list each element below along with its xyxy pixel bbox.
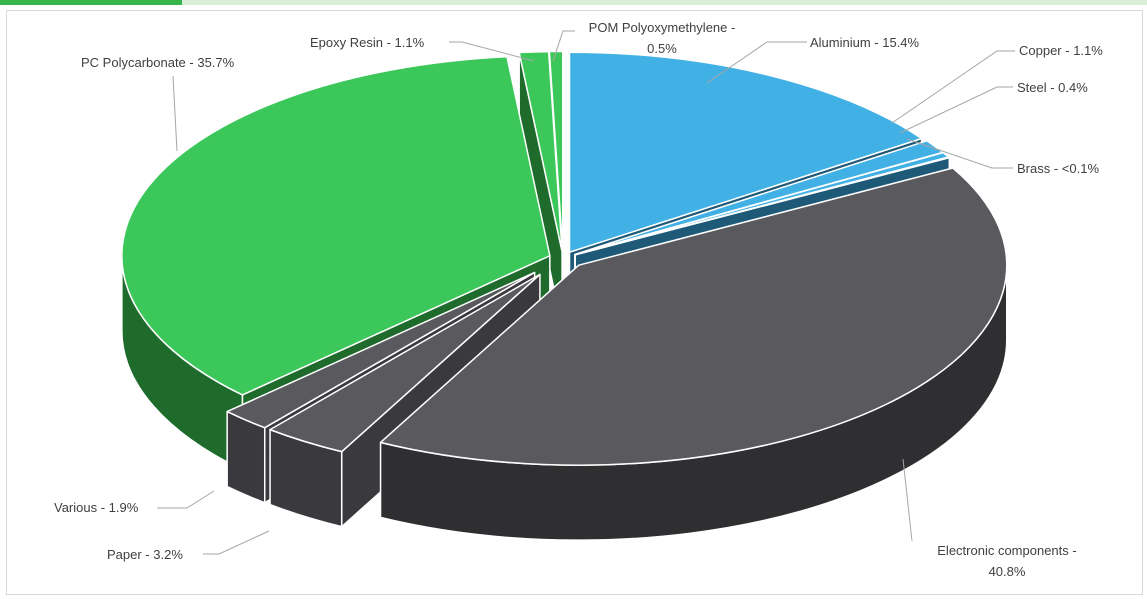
leader-line-copper: [891, 50, 1015, 124]
slice-brass: [574, 156, 951, 256]
label-aluminium: Aluminium - 15.4%: [810, 35, 920, 50]
label-copper: Copper - 1.1%: [1019, 43, 1103, 58]
leader-line-brass: [906, 138, 1013, 169]
slice-pc-polycarbonate: [121, 56, 551, 396]
leader-line-aluminium: [706, 41, 807, 84]
label-steel: Steel - 0.4%: [1017, 80, 1088, 95]
label-various: Various - 1.9%: [54, 500, 139, 515]
slice-epoxy-resin: [518, 50, 563, 253]
label-electronic-line2: 40.8%: [989, 564, 1026, 579]
leader-line-epoxy: [449, 41, 535, 62]
label-brass: Brass - <0.1%: [1017, 161, 1099, 176]
slice-electronic-components: [379, 167, 1008, 466]
pie-slices: [121, 50, 1008, 541]
leader-line-pom: [552, 30, 575, 62]
leader-lines: [157, 30, 1015, 555]
leader-line-paper: [203, 530, 270, 555]
top-bar-accent: [0, 0, 182, 5]
leader-line-electronic: [902, 458, 913, 542]
pie-chart: Aluminium - 15.4% Copper - 1.1% Steel - …: [54, 20, 1103, 579]
label-epoxy-resin: Epoxy Resin - 1.1%: [310, 35, 425, 50]
label-paper: Paper - 3.2%: [107, 547, 183, 562]
slice-labels: Aluminium - 15.4% Copper - 1.1% Steel - …: [54, 20, 1103, 579]
slice-paper: [269, 273, 541, 453]
leader-line-various: [157, 490, 215, 509]
label-pc-polycarbonate: PC Polycarbonate - 35.7%: [81, 55, 235, 70]
slice-various: [226, 271, 536, 429]
label-electronic-line1: Electronic components -: [937, 543, 1076, 558]
leader-line-steel: [899, 86, 1013, 134]
leader-line-pc: [172, 75, 178, 152]
top-bar: [0, 0, 1147, 5]
chart-area: Aluminium - 15.4% Copper - 1.1% Steel - …: [6, 10, 1143, 595]
label-pom-line1: POM Polyoxymethylene -: [589, 20, 736, 35]
label-pom-line2: 0.5%: [647, 41, 677, 56]
